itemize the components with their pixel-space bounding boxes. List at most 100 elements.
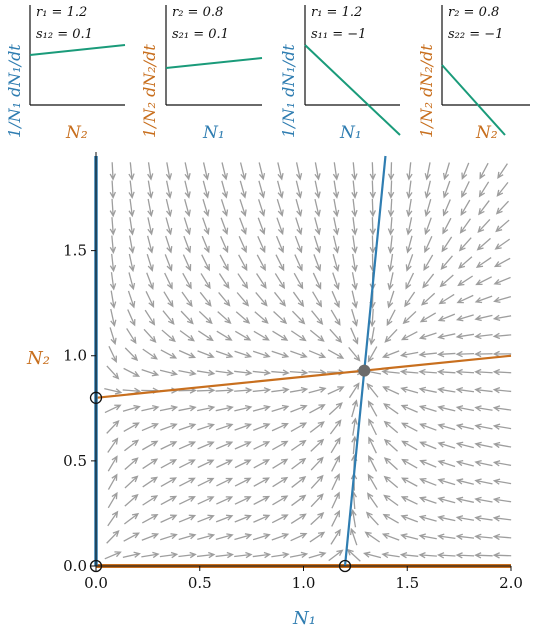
field-arrow — [350, 508, 357, 528]
field-arrow — [309, 329, 325, 342]
field-arrow — [314, 198, 321, 218]
field-arrow — [271, 514, 289, 524]
field-arrow — [128, 180, 135, 199]
field-arrow — [477, 218, 491, 234]
field-arrow — [311, 310, 324, 326]
field-arrow — [437, 313, 456, 322]
field-arrow — [109, 327, 117, 346]
field-arrow — [329, 328, 343, 344]
field-arrow — [308, 551, 327, 559]
field-arrow — [295, 180, 303, 199]
field-arrow — [215, 441, 234, 450]
field-arrow — [424, 199, 432, 217]
field-arrow — [107, 437, 119, 453]
field-arrow — [104, 551, 122, 560]
field-arrow — [141, 551, 160, 559]
field-arrow — [474, 405, 493, 412]
field-arrow — [252, 350, 271, 359]
field-arrow — [159, 405, 179, 412]
field-arrow — [179, 459, 196, 469]
field-arrow — [234, 350, 253, 359]
field-arrow — [492, 552, 512, 559]
field-arrow — [381, 532, 400, 541]
x-tick-label: 1.5 — [395, 574, 419, 592]
field-arrow — [178, 369, 197, 377]
field-arrow — [238, 235, 247, 254]
field-arrow — [310, 474, 324, 489]
inset-3-annotation-s: s₁₁ = −1 — [311, 27, 366, 42]
inset-1-line — [29, 44, 126, 56]
field-arrow — [383, 457, 398, 471]
field-arrow — [253, 514, 271, 523]
inset-4-xlabel: N₂ — [475, 123, 498, 143]
field-arrow — [164, 272, 173, 290]
field-arrow — [197, 459, 215, 469]
field-arrow — [401, 477, 418, 487]
field-arrow — [275, 254, 285, 272]
field-arrow — [141, 405, 160, 412]
field-arrow — [221, 180, 229, 199]
field-arrow — [418, 351, 437, 358]
field-arrow — [128, 253, 136, 273]
field-arrow — [196, 387, 216, 394]
field-arrow — [107, 491, 118, 509]
field-arrow — [197, 533, 216, 541]
field-arrow — [455, 459, 474, 467]
inset-3-ylabel: 1/N₁ dN₁/dt — [279, 44, 298, 138]
field-arrow — [252, 533, 271, 541]
field-arrow — [492, 332, 512, 340]
field-arrow — [197, 405, 216, 412]
field-arrow — [234, 387, 253, 394]
field-arrow — [110, 308, 117, 328]
field-arrow — [401, 458, 418, 469]
field-arrow — [145, 291, 155, 308]
field-arrow — [437, 478, 456, 486]
field-arrow — [124, 475, 139, 489]
field-arrow — [461, 162, 470, 180]
field-arrow — [181, 291, 193, 308]
field-arrow — [107, 473, 118, 490]
field-arrow — [382, 513, 399, 524]
y-tick-label: 1.0 — [63, 347, 87, 365]
n2-nullcline — [95, 354, 512, 399]
field-arrow — [424, 180, 431, 199]
field-arrow — [239, 217, 247, 236]
field-arrow — [160, 477, 178, 487]
field-arrow — [252, 387, 272, 394]
field-arrow — [271, 386, 290, 394]
field-arrow — [419, 441, 437, 450]
field-arrow — [418, 533, 437, 540]
field-arrow — [400, 404, 418, 413]
field-arrow — [147, 198, 154, 218]
field-arrow — [383, 403, 399, 415]
field-arrow — [160, 423, 178, 431]
field-arrow — [147, 180, 154, 199]
field-arrow — [418, 496, 437, 504]
field-arrow — [331, 473, 340, 491]
inset-4-line — [441, 64, 506, 136]
field-arrow — [197, 423, 215, 431]
field-arrow — [351, 162, 358, 181]
field-arrow — [236, 292, 250, 307]
x-tick-label: 2.0 — [499, 574, 523, 592]
x-tick-label: 1.0 — [292, 574, 316, 592]
inset-2: r₂ = 0.8 s₂₁ = 0.1 1/N₂ dN₂/dt N₁ — [140, 5, 263, 143]
field-arrow — [277, 162, 284, 181]
field-arrow — [351, 253, 358, 273]
field-arrow — [405, 254, 414, 272]
field-arrow — [128, 217, 135, 236]
field-arrow — [418, 552, 437, 559]
field-arrow — [122, 551, 141, 558]
field-arrow — [109, 180, 116, 200]
field-arrow — [127, 290, 136, 309]
y-tick-label: 0.0 — [63, 557, 87, 575]
field-arrow — [351, 235, 358, 254]
x-tick-label: 0.0 — [84, 574, 108, 592]
field-arrow — [424, 162, 431, 181]
field-arrow — [271, 551, 290, 559]
field-arrow — [255, 292, 268, 307]
field-arrow — [387, 162, 395, 181]
inset-3: r₁ = 1.2 s₁₁ = −1 1/N₁ dN₁/dt N₁ — [279, 5, 401, 143]
field-arrow — [367, 400, 378, 417]
